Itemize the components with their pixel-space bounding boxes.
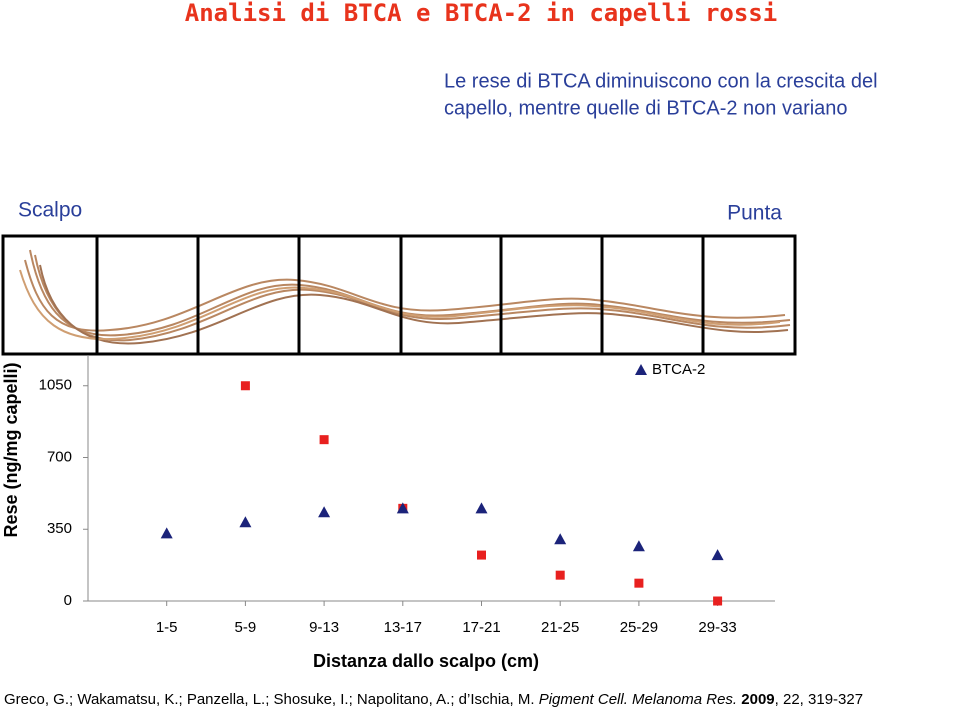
- subtitle-line: capello, mentre quelle di BTCA-2 non var…: [444, 97, 848, 119]
- title: Analisi di BTCA e BTCA-2 in capelli ross…: [185, 0, 777, 27]
- y-tick-label: 700: [47, 448, 72, 465]
- data-point: [632, 540, 645, 552]
- citation-authors: Greco, G.; Wakamatsu, K.; Panzella, L.; …: [4, 691, 539, 708]
- scalp-label: Scalpo: [18, 199, 82, 222]
- data-point: [319, 435, 329, 445]
- data-point: [396, 502, 409, 514]
- data-point: [477, 550, 486, 560]
- x-axis-label: Distanza dallo scalpo (cm): [313, 651, 539, 671]
- x-tick-label: 5-9: [235, 619, 257, 636]
- data-point: [634, 578, 644, 588]
- data-point: [554, 533, 567, 545]
- legend-label: BTCA-2: [652, 361, 705, 378]
- x-tick-label: 25-29: [620, 619, 658, 636]
- hair-image: [1, 234, 797, 356]
- subtitle-line: Le rese di BTCA diminuiscono con la cres…: [444, 70, 878, 92]
- y-tick-label: 350: [47, 520, 72, 537]
- x-tick-label: 9-13: [309, 619, 339, 636]
- data-point: [318, 506, 331, 518]
- citation-year: 2009: [741, 691, 774, 708]
- data-point: [475, 502, 488, 514]
- x-tick-label: 13-17: [384, 619, 422, 636]
- citation: Greco, G.; Wakamatsu, K.; Panzella, L.; …: [4, 691, 863, 708]
- tip-label: Punta: [727, 202, 782, 225]
- x-tick-label: 21-25: [541, 619, 579, 636]
- data-point: [711, 549, 724, 561]
- data-point: [160, 527, 173, 539]
- citation-rest: , 22, 319-327: [775, 691, 863, 708]
- y-tick-label: 1050: [39, 377, 72, 394]
- citation-journal: Pigment Cell. Melanoma Res.: [539, 691, 737, 708]
- x-tick-label: 17-21: [462, 619, 500, 636]
- data-point: [240, 381, 250, 391]
- data-point: [239, 516, 252, 528]
- x-tick-label: 1-5: [156, 619, 178, 636]
- y-tick-label: 0: [64, 592, 72, 609]
- legend-marker: [635, 364, 647, 375]
- x-tick-label: 29-33: [698, 619, 736, 636]
- data-point: [713, 596, 723, 606]
- y-axis-label: Rese (ng/mg capelli): [1, 362, 21, 537]
- data-point: [555, 570, 565, 580]
